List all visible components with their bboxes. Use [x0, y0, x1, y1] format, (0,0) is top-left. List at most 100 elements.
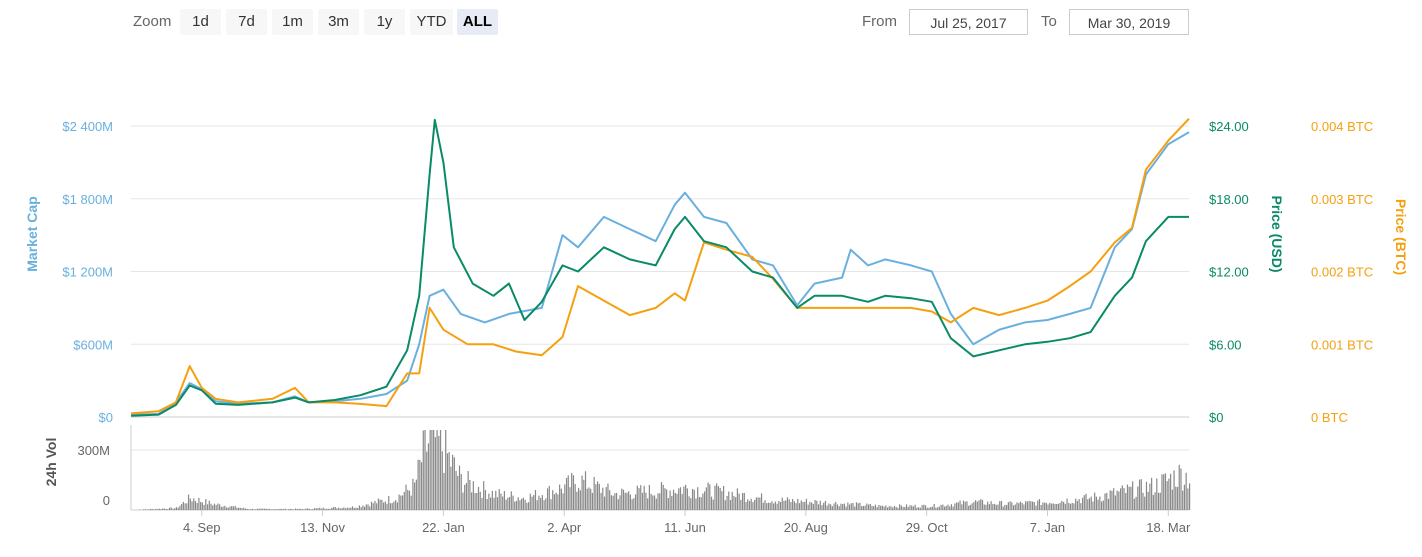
volume-bar: [1073, 503, 1075, 510]
volume-bar: [181, 503, 183, 510]
volume-bar: [681, 493, 683, 510]
volume-bar: [560, 488, 562, 510]
zoom-button-1m[interactable]: 1m: [272, 9, 313, 35]
volume-bar: [795, 503, 797, 510]
zoom-button-1y[interactable]: 1y: [364, 9, 405, 35]
volume-bar: [954, 503, 956, 510]
volume-bar: [1154, 492, 1156, 510]
volume-bar: [224, 505, 226, 510]
x-tick-label: 29. Oct: [906, 520, 948, 535]
volume-bar: [1014, 504, 1016, 510]
volume-bar: [358, 505, 361, 510]
volume-bar: [362, 505, 364, 510]
zoom-button-all[interactable]: ALL: [457, 9, 498, 35]
volume-bar: [1182, 490, 1184, 510]
volume-bar: [225, 507, 228, 510]
market-cap-line: [130, 131, 1190, 416]
volume-bar: [619, 495, 621, 510]
volume-bar: [690, 498, 692, 510]
volume-bar: [750, 498, 752, 510]
volume-bar: [194, 501, 197, 510]
volume-bar: [959, 500, 961, 510]
volume-bar: [308, 509, 310, 510]
volume-bar: [153, 509, 155, 510]
volume-bar: [448, 452, 450, 510]
volume-bar: [431, 430, 433, 510]
volume-bar: [1132, 481, 1134, 510]
volume-bar: [546, 488, 549, 510]
from-label: From: [862, 13, 897, 30]
volume-bar: [493, 497, 495, 510]
volume-bar: [208, 500, 210, 510]
zoom-button-ytd[interactable]: YTD: [410, 9, 453, 35]
volume-bar: [357, 507, 359, 510]
volume-bar: [762, 502, 764, 510]
volume-bar: [184, 503, 186, 510]
volume-bar: [1040, 505, 1042, 510]
zoom-button-7d[interactable]: 7d: [226, 9, 267, 35]
volume-bar: [943, 506, 946, 510]
volume-bar: [1099, 496, 1101, 510]
volume-bar: [842, 504, 844, 510]
volume-bar: [754, 499, 756, 510]
volume-bar: [1113, 488, 1115, 510]
volume-bar: [614, 493, 616, 510]
volume-bar: [1119, 488, 1122, 510]
volume-bar: [488, 493, 490, 510]
volume-bar: [597, 481, 599, 510]
volume-bar: [930, 507, 932, 510]
from-date-input[interactable]: Jul 25, 2017: [909, 9, 1028, 35]
volume-bar: [196, 503, 198, 510]
volume-bar: [168, 507, 171, 510]
volume-bar: [693, 489, 695, 510]
volume-bar: [631, 499, 633, 510]
volume-bar: [666, 489, 668, 510]
volume-bar: [671, 495, 673, 510]
volume-bar: [1071, 502, 1073, 510]
x-tick-label: 13. Nov: [300, 520, 345, 535]
volume-bar: [949, 506, 951, 510]
volume-bar: [436, 430, 438, 510]
volume-bar: [895, 506, 897, 510]
volume-bar: [158, 508, 160, 510]
volume-bar: [1037, 500, 1039, 510]
volume-bar: [747, 499, 749, 510]
volume-bar: [773, 503, 775, 510]
volume-bar: [503, 490, 505, 510]
volume-bar: [807, 504, 809, 510]
series-lines: [130, 118, 1190, 417]
volume-bar: [288, 509, 290, 510]
volume-bar: [217, 503, 219, 510]
volume-bar: [883, 506, 885, 510]
volume-bar: [957, 502, 959, 510]
volume-bar: [1031, 501, 1034, 510]
volume-bar: [797, 498, 799, 510]
volume-bar: [760, 493, 763, 510]
volume-bar: [643, 485, 645, 510]
zoom-button-3m[interactable]: 3m: [318, 9, 359, 35]
volume-bar: [322, 507, 324, 510]
volume-bar: [850, 503, 852, 510]
volume-bar: [146, 509, 148, 510]
volume-bar: [691, 489, 694, 510]
volume-bar: [900, 505, 902, 510]
zoom-button-1d[interactable]: 1d: [180, 9, 221, 35]
volume-bar: [1144, 496, 1146, 510]
volume-bar: [1064, 503, 1066, 510]
volume-bar: [222, 506, 224, 510]
volume-bar: [880, 505, 882, 510]
volume-bar: [232, 506, 235, 510]
volume-bar: [697, 487, 699, 510]
volume-bar: [296, 509, 298, 510]
price-btc-tick-label: 0 BTC: [1311, 410, 1348, 425]
volume-bar: [871, 505, 873, 510]
volume-bar: [576, 491, 578, 510]
volume-bar: [593, 476, 595, 510]
volume-bar: [833, 503, 835, 510]
volume-bar: [303, 509, 305, 510]
volume-bar: [538, 495, 540, 510]
volume-bar: [859, 502, 861, 510]
to-date-input[interactable]: Mar 30, 2019: [1069, 9, 1189, 35]
volume-bar: [776, 503, 778, 510]
